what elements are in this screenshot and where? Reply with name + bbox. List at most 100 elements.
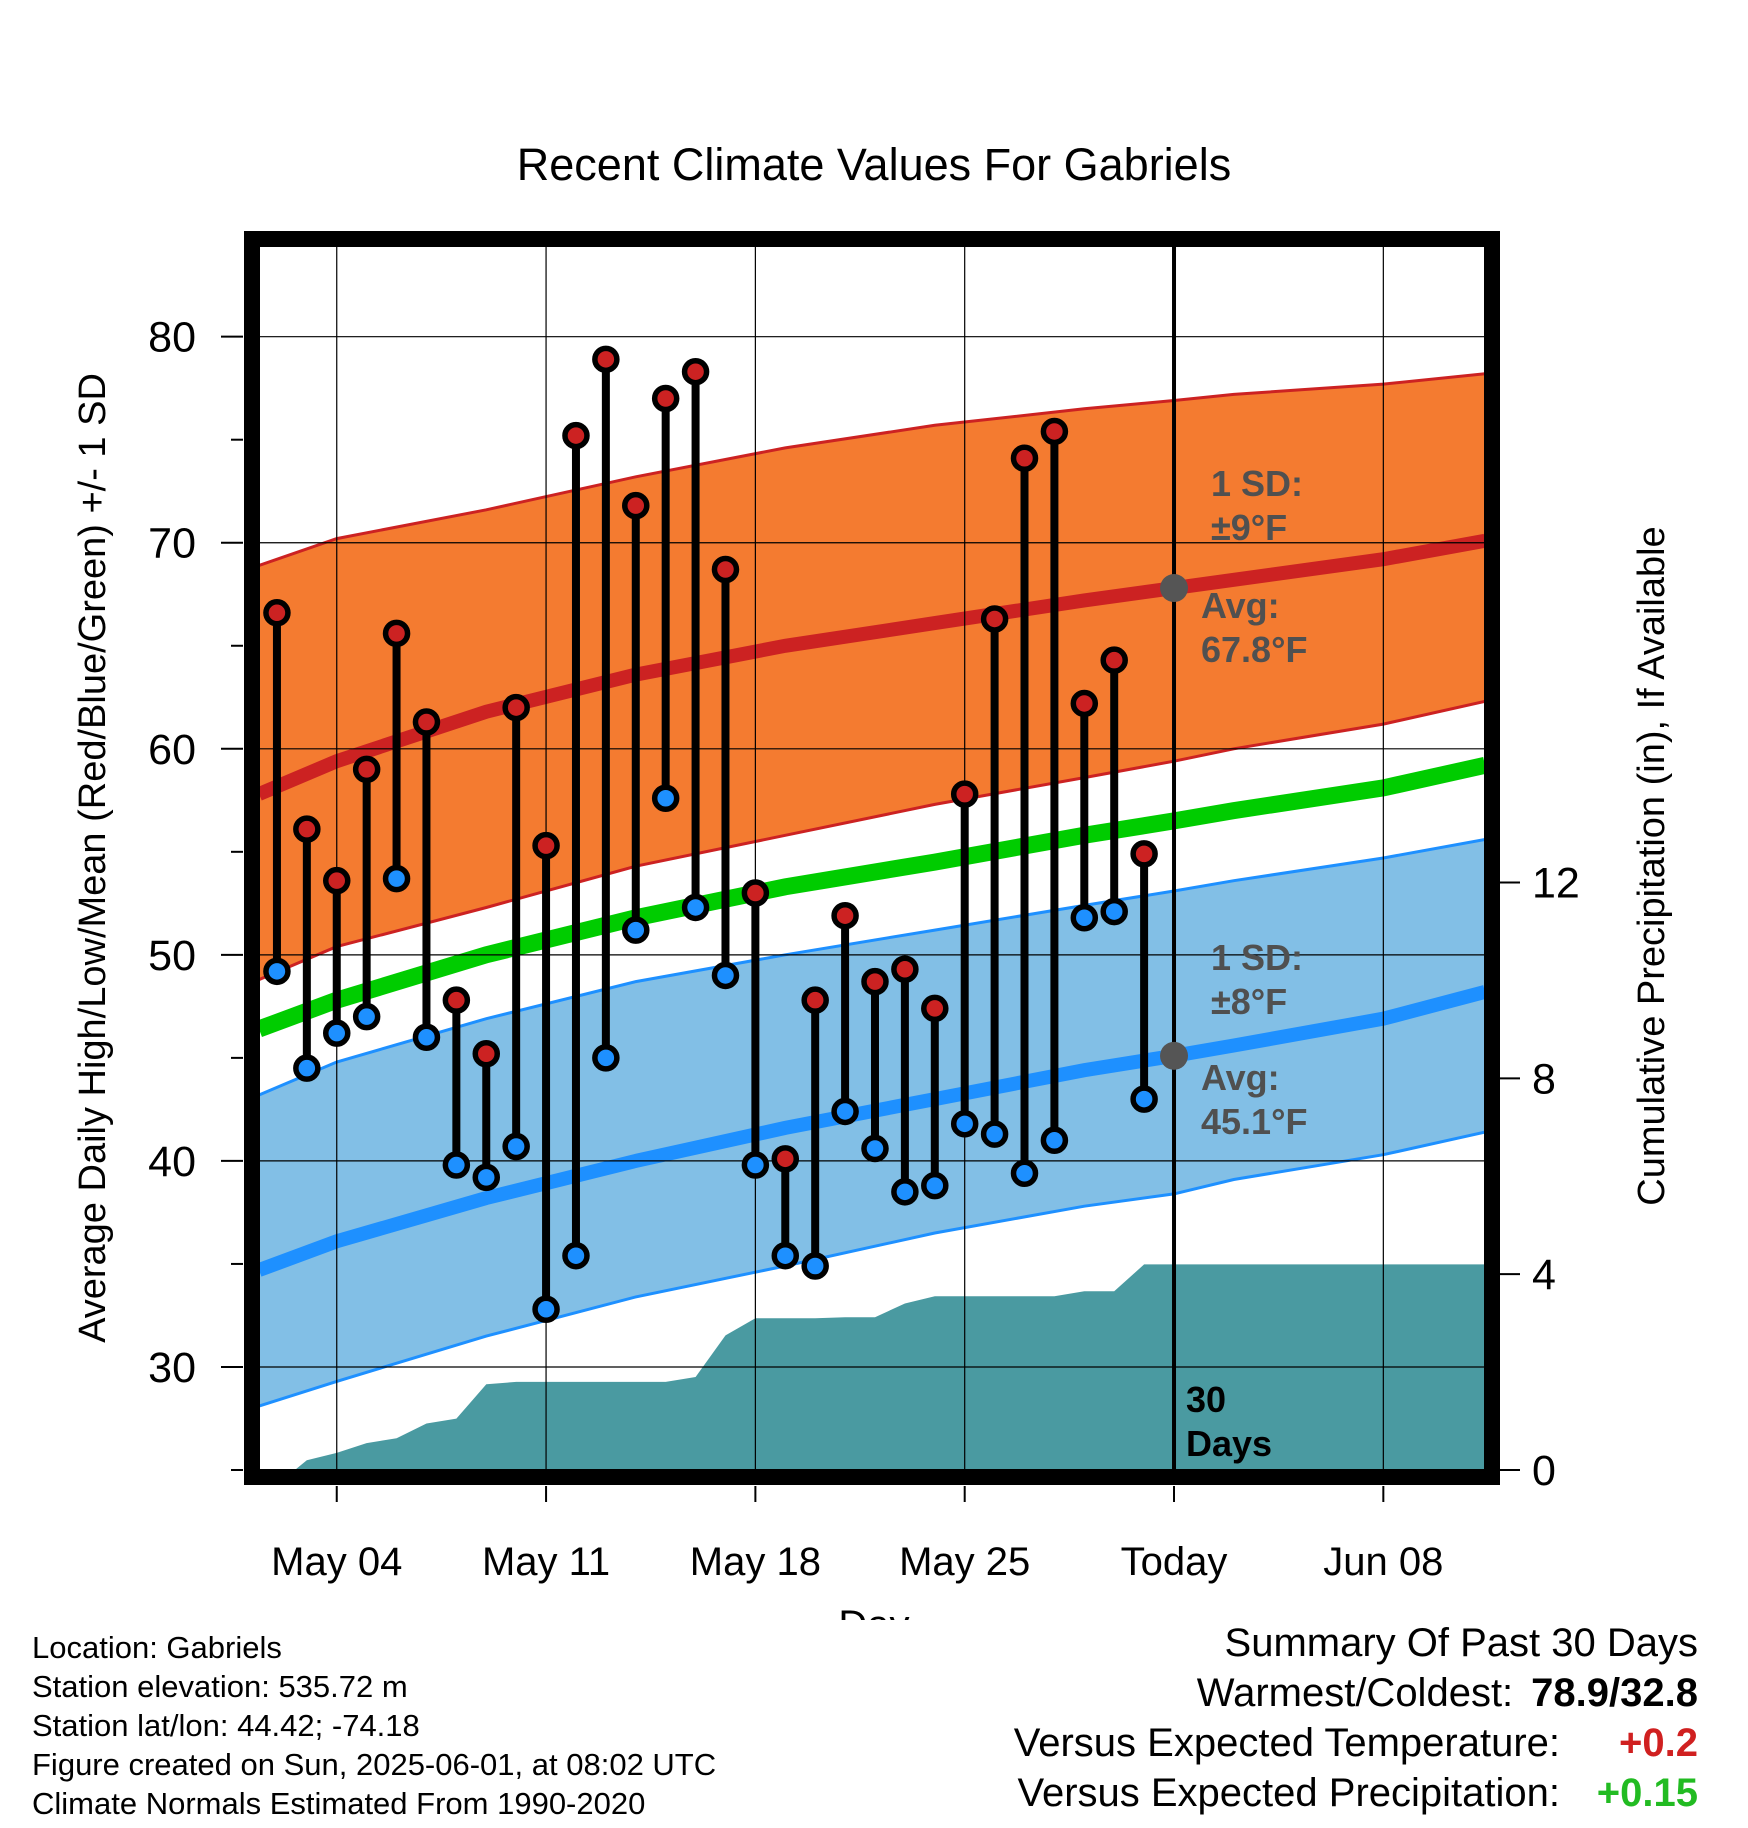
y-tick-label: 80 <box>148 314 196 362</box>
low-point <box>711 961 740 990</box>
y-tick-label: 60 <box>148 726 196 774</box>
low-point <box>592 1044 620 1072</box>
low-point <box>950 1110 979 1138</box>
y2-axis-label: Cumulative Precipitation (in), If Availa… <box>1631 526 1673 1205</box>
y-tick-label: 50 <box>148 932 196 980</box>
high-point <box>651 384 680 413</box>
high-avg-label: Avg: <box>1201 585 1280 626</box>
high-point <box>263 599 291 627</box>
high-point <box>771 1145 800 1173</box>
low-point <box>891 1178 919 1206</box>
y2-tick-label: 4 <box>1532 1251 1556 1299</box>
high-lower-edge <box>259 699 1485 981</box>
high-avg-value: 67.8°F <box>1201 629 1307 670</box>
warm-cold-value: 78.9/32.8 <box>1531 1671 1698 1715</box>
created-text: Figure created on Sun, 2025-06-01, at 08… <box>32 1747 717 1782</box>
y-axis-label: Average Daily High/Low/Mean (Red/Blue/Gr… <box>72 373 114 1343</box>
low-point <box>382 864 411 893</box>
high-point <box>741 879 770 907</box>
high-point <box>442 986 471 1014</box>
high-point <box>1040 417 1069 446</box>
elevation-text: Station elevation: 535.72 m <box>32 1669 408 1704</box>
low-avg-value: 45.1°F <box>1201 1101 1307 1142</box>
x-tick-label: May 04 <box>271 1540 402 1584</box>
high-point <box>831 901 859 930</box>
low-point <box>1010 1159 1039 1188</box>
today-days-number: 30 <box>1186 1379 1226 1420</box>
low-avg-marker <box>1160 1041 1189 1070</box>
low-point <box>771 1241 800 1270</box>
temp-label: Versus Expected Temperature: <box>1013 1721 1560 1765</box>
low-point <box>921 1171 949 1200</box>
summary-panel: Summary Of Past 30 Days Warmest/Coldest:… <box>1014 1618 1698 1818</box>
low-point <box>1100 897 1128 926</box>
high-point <box>562 421 590 450</box>
low-point <box>651 784 680 812</box>
low-point <box>412 1023 441 1052</box>
low-sd-label: 1 SD: <box>1211 937 1303 978</box>
low-point <box>980 1120 1009 1148</box>
low-point <box>1040 1126 1069 1155</box>
high-point <box>472 1040 501 1068</box>
high-avg-marker <box>1160 574 1189 603</box>
today-days-word: Days <box>1186 1423 1272 1464</box>
x-tick-label: Today <box>1121 1540 1228 1584</box>
chart-title: Recent Climate Values For Gabriels <box>517 139 1231 190</box>
high-upper-edge <box>259 372 1485 567</box>
low-point <box>1070 904 1099 932</box>
y-tick-label: 40 <box>148 1138 196 1186</box>
latlon-text: Station lat/lon: 44.42; -74.18 <box>32 1708 420 1743</box>
mean-normal-line <box>259 757 1485 1037</box>
low-point <box>562 1241 590 1270</box>
high-point <box>1070 689 1099 718</box>
low-point <box>681 893 710 922</box>
y-tick-label: 30 <box>148 1344 196 1392</box>
low-point <box>1130 1085 1158 1113</box>
low-point <box>442 1151 471 1179</box>
high-point <box>322 866 351 895</box>
low-point <box>263 957 291 986</box>
high-point <box>352 755 381 784</box>
high-point <box>502 693 530 722</box>
high-point <box>711 555 740 584</box>
low-point <box>622 916 650 944</box>
high-point <box>861 967 889 996</box>
high-point <box>293 815 321 843</box>
high-point <box>382 619 411 648</box>
high-point <box>921 994 949 1023</box>
high-point <box>622 491 650 520</box>
low-point <box>741 1151 770 1179</box>
station-info: Location: Gabriels Station elevation: 53… <box>32 1628 716 1823</box>
y2-tick-label: 0 <box>1532 1447 1556 1495</box>
x-tick-label: Jun 08 <box>1323 1540 1443 1584</box>
precip-label: Versus Expected Precipitation: <box>1017 1771 1560 1815</box>
x-tick-label: May 18 <box>690 1540 821 1584</box>
low-point <box>801 1252 829 1280</box>
warm-cold-label: Warmest/Coldest: <box>1196 1671 1514 1715</box>
summary-precip: Versus Expected Precipitation: +0.15 <box>1014 1768 1698 1818</box>
low-point <box>861 1134 889 1163</box>
low-sd-value: ±8°F <box>1211 981 1287 1022</box>
high-point <box>950 780 979 808</box>
normals-text: Climate Normals Estimated From 1990-2020 <box>32 1786 646 1821</box>
y-tick-label: 70 <box>148 520 196 568</box>
plot-frame <box>244 231 1500 1485</box>
high-point <box>412 708 441 736</box>
low-point <box>532 1295 560 1324</box>
high-point <box>801 986 829 1014</box>
high-point <box>1130 840 1158 868</box>
high-sd-label: 1 SD: <box>1211 463 1303 504</box>
y2-tick-label: 12 <box>1532 859 1580 907</box>
high-sd-band <box>259 373 1485 980</box>
temp-value: +0.2 <box>1619 1721 1698 1765</box>
x-tick-label: May 11 <box>482 1540 610 1584</box>
high-sd-value: ±9°F <box>1211 507 1287 548</box>
low-point <box>831 1097 859 1126</box>
high-point <box>1010 444 1039 472</box>
summary-temp: Versus Expected Temperature: +0.2 <box>1014 1718 1698 1768</box>
low-point <box>502 1132 530 1161</box>
low-point <box>293 1054 321 1082</box>
high-point <box>532 831 560 860</box>
high-point <box>980 605 1009 633</box>
low-point <box>472 1163 501 1192</box>
